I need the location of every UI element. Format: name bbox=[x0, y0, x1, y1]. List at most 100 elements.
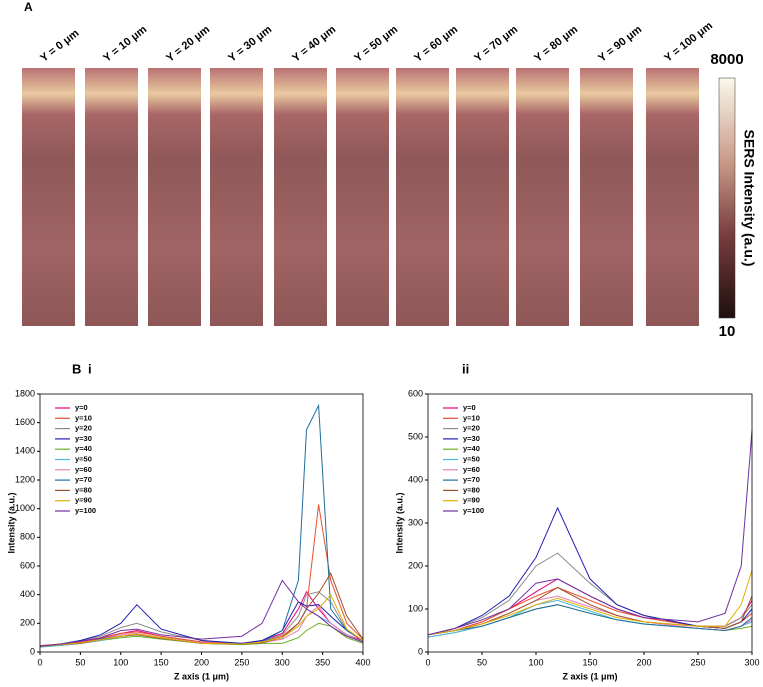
legend-label: y=80 bbox=[463, 485, 480, 494]
y-tick-label: 0 bbox=[30, 646, 35, 656]
series-line bbox=[39, 579, 364, 647]
chart-title: i bbox=[88, 361, 92, 376]
y-axis-label: Intensity (a.u.) bbox=[6, 492, 16, 553]
series-line bbox=[427, 430, 753, 636]
y-tick-label: 1800 bbox=[15, 388, 35, 398]
series-line bbox=[427, 552, 753, 636]
legend-label: y=40 bbox=[75, 444, 92, 453]
x-axis-label: Z axis (1 μm) bbox=[174, 671, 229, 681]
column-label: Y = 100 μm bbox=[662, 20, 715, 65]
column-label: Y = 70 μm bbox=[472, 23, 520, 64]
x-tick-label: 150 bbox=[582, 657, 597, 667]
heatmap-strip bbox=[516, 68, 569, 326]
y-tick-label: 500 bbox=[408, 431, 423, 441]
column-label: Y = 50 μm bbox=[352, 23, 400, 64]
y-tick-label: 400 bbox=[408, 474, 423, 484]
x-tick-label: 250 bbox=[690, 657, 705, 667]
colorbar bbox=[718, 77, 736, 319]
legend-label: y=60 bbox=[75, 465, 92, 474]
series-line bbox=[427, 604, 753, 638]
column-label: Y = 30 μm bbox=[226, 23, 274, 64]
heatmap-strip bbox=[85, 68, 138, 326]
y-tick-label: 300 bbox=[408, 517, 423, 527]
x-tick-label: 200 bbox=[194, 657, 209, 667]
heatmap-strip bbox=[456, 68, 509, 326]
column-label: Y = 20 μm bbox=[164, 23, 212, 64]
x-tick-label: 0 bbox=[425, 657, 430, 667]
y-tick-label: 800 bbox=[20, 532, 35, 542]
y-tick-label: 400 bbox=[20, 589, 35, 599]
chart-title: ii bbox=[462, 361, 469, 376]
column-label: Y = 60 μm bbox=[412, 23, 460, 64]
y-tick-label: 1000 bbox=[15, 503, 35, 513]
legend-label: y=100 bbox=[463, 506, 484, 515]
x-tick-label: 100 bbox=[113, 657, 128, 667]
legend-label: y=90 bbox=[463, 496, 480, 505]
legend-label: y=20 bbox=[463, 424, 480, 433]
plot-frame bbox=[427, 393, 753, 653]
legend-label: y=80 bbox=[75, 485, 92, 494]
x-tick-label: 100 bbox=[528, 657, 543, 667]
legend-label: y=60 bbox=[463, 465, 480, 474]
colorbar-tick-label: 10 bbox=[719, 323, 736, 340]
heatmap-strip bbox=[22, 68, 75, 326]
legend-label: y=50 bbox=[75, 454, 92, 463]
legend-label: y=40 bbox=[463, 444, 480, 453]
panel-label: A bbox=[24, 0, 33, 14]
x-axis-label: Z axis (1 μm) bbox=[562, 671, 617, 681]
heatmap-strip bbox=[148, 68, 201, 326]
legend-label: y=30 bbox=[463, 434, 480, 443]
legend-label: y=0 bbox=[75, 403, 88, 412]
legend-label: y=90 bbox=[75, 496, 92, 505]
colorbar-label: SERS Intensity (a.u.) bbox=[741, 130, 757, 267]
y-axis-label: Intensity (a.u.) bbox=[394, 492, 404, 553]
y-tick-label: 1200 bbox=[15, 474, 35, 484]
x-tick-label: 300 bbox=[275, 657, 290, 667]
column-label: Y = 0 μm bbox=[38, 27, 81, 65]
x-tick-label: 400 bbox=[355, 657, 370, 667]
y-tick-label: 200 bbox=[408, 560, 423, 570]
legend-label: y=70 bbox=[75, 475, 92, 484]
series-line bbox=[39, 504, 364, 646]
column-label: Y = 40 μm bbox=[290, 23, 338, 64]
y-tick-label: 600 bbox=[20, 560, 35, 570]
legend-label: y=20 bbox=[75, 424, 92, 433]
panel-label: B bbox=[72, 361, 81, 376]
y-tick-label: 200 bbox=[20, 618, 35, 628]
series-line bbox=[427, 604, 753, 636]
series-line bbox=[427, 570, 753, 636]
x-tick-label: 250 bbox=[234, 657, 249, 667]
heatmap-strip bbox=[396, 68, 449, 326]
x-tick-label: 350 bbox=[315, 657, 330, 667]
legend-label: y=10 bbox=[463, 413, 480, 422]
heatmap-strip bbox=[210, 68, 263, 326]
column-label: Y = 90 μm bbox=[596, 23, 644, 64]
series-line bbox=[39, 601, 364, 647]
series-line bbox=[39, 593, 364, 647]
heatmap-strip bbox=[274, 68, 327, 326]
series-line bbox=[427, 599, 753, 638]
x-tick-label: 0 bbox=[37, 657, 42, 667]
y-tick-label: 100 bbox=[408, 603, 423, 613]
x-tick-label: 50 bbox=[75, 657, 85, 667]
x-tick-label: 200 bbox=[636, 657, 651, 667]
x-tick-label: 150 bbox=[154, 657, 169, 667]
heatmap-strip bbox=[336, 68, 389, 326]
legend-label: y=100 bbox=[75, 506, 96, 515]
legend-label: y=30 bbox=[75, 434, 92, 443]
legend-label: y=10 bbox=[75, 413, 92, 422]
x-tick-label: 50 bbox=[477, 657, 487, 667]
y-tick-label: 1400 bbox=[15, 446, 35, 456]
y-tick-label: 600 bbox=[408, 388, 423, 398]
y-tick-label: 1600 bbox=[15, 417, 35, 427]
column-label: Y = 10 μm bbox=[101, 23, 149, 64]
heatmap-strip bbox=[580, 68, 633, 326]
legend-label: y=70 bbox=[463, 475, 480, 484]
legend-label: y=50 bbox=[463, 454, 480, 463]
colorbar-tick-label: 8000 bbox=[710, 51, 743, 68]
column-label: Y = 80 μm bbox=[532, 23, 580, 64]
y-tick-label: 0 bbox=[418, 646, 423, 656]
legend-label: y=0 bbox=[463, 403, 476, 412]
series-line bbox=[427, 506, 753, 636]
